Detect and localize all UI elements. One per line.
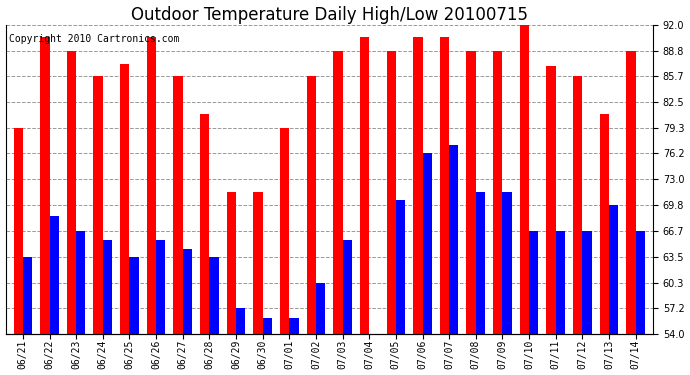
Bar	[476, 192, 485, 334]
Bar	[173, 76, 183, 334]
Bar	[103, 240, 112, 334]
Bar	[183, 249, 192, 334]
Bar	[360, 37, 369, 334]
Bar	[493, 51, 502, 334]
Bar	[93, 76, 103, 334]
Bar	[200, 114, 209, 334]
Bar	[289, 318, 299, 334]
Bar	[573, 76, 582, 334]
Bar	[520, 25, 529, 334]
Bar	[50, 216, 59, 334]
Bar	[396, 200, 405, 334]
Bar	[449, 146, 458, 334]
Bar	[333, 51, 343, 334]
Text: Copyright 2010 Cartronics.com: Copyright 2010 Cartronics.com	[9, 34, 179, 44]
Bar	[555, 231, 565, 334]
Bar	[209, 256, 219, 334]
Bar	[280, 128, 289, 334]
Bar	[343, 240, 352, 334]
Bar	[40, 37, 50, 334]
Bar	[263, 318, 272, 334]
Bar	[227, 192, 236, 334]
Bar	[600, 114, 609, 334]
Bar	[582, 231, 592, 334]
Bar	[23, 256, 32, 334]
Bar	[422, 153, 432, 334]
Bar	[316, 283, 325, 334]
Bar	[413, 37, 422, 334]
Bar	[120, 64, 130, 334]
Bar	[502, 192, 512, 334]
Bar	[627, 51, 635, 334]
Bar	[609, 206, 618, 334]
Bar	[386, 51, 396, 334]
Bar	[67, 51, 76, 334]
Bar	[546, 66, 555, 334]
Bar	[147, 37, 156, 334]
Bar	[76, 231, 86, 334]
Bar	[466, 51, 476, 334]
Bar	[440, 37, 449, 334]
Bar	[156, 240, 166, 334]
Bar	[14, 128, 23, 334]
Bar	[306, 76, 316, 334]
Title: Outdoor Temperature Daily High/Low 20100715: Outdoor Temperature Daily High/Low 20100…	[131, 6, 528, 24]
Bar	[130, 256, 139, 334]
Bar	[529, 231, 538, 334]
Bar	[253, 192, 263, 334]
Bar	[236, 308, 246, 334]
Bar	[635, 231, 645, 334]
